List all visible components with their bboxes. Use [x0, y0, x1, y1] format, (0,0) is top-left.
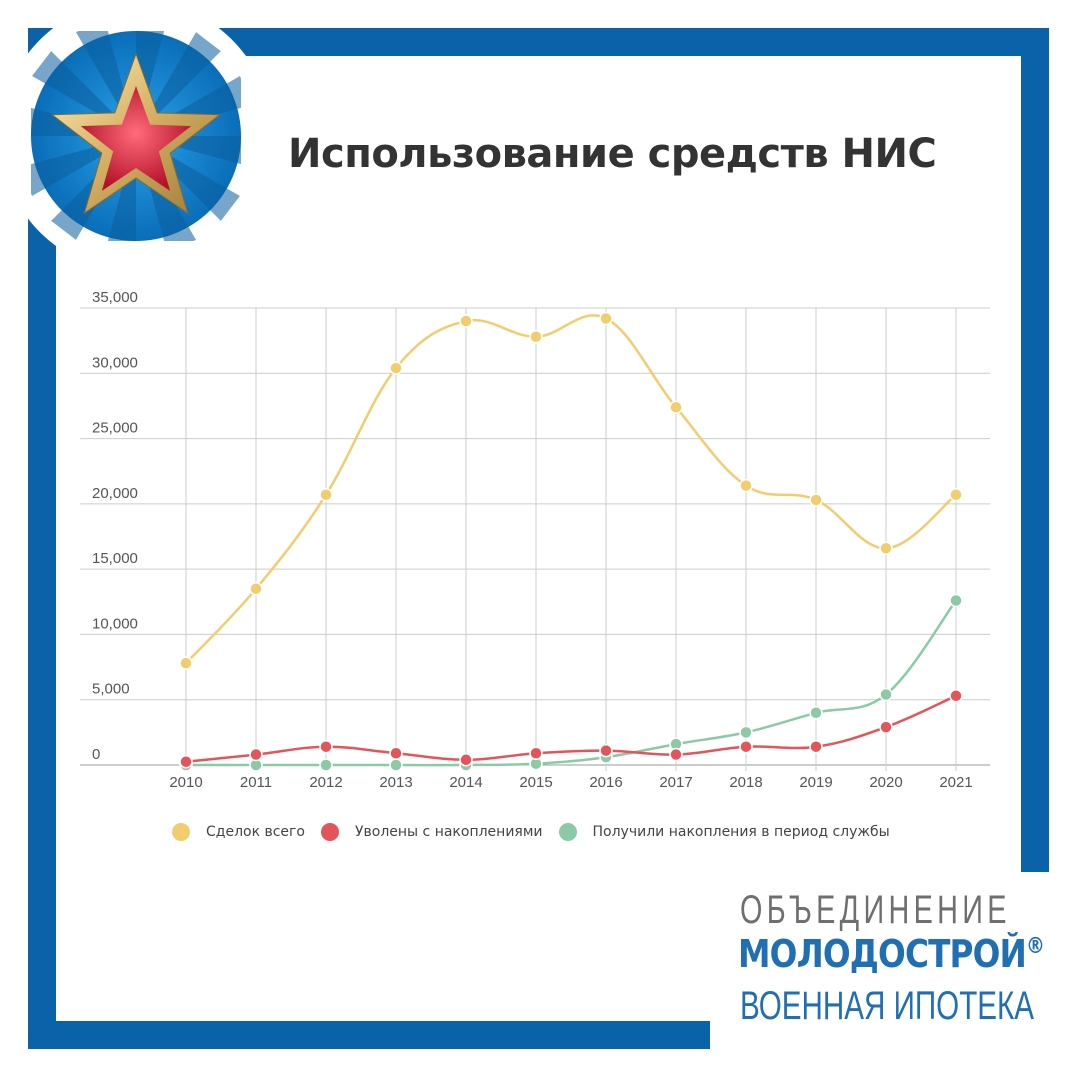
data-point-series-0 — [669, 400, 683, 414]
brand-line-1: ОБЪЕДИНЕНИЕ — [740, 888, 1011, 932]
y-tick-label: 20,000 — [92, 485, 138, 502]
legend-dot-total — [172, 823, 190, 841]
data-point-series-2 — [389, 758, 403, 772]
x-tick-label: 2016 — [589, 774, 622, 791]
x-tick-label: 2018 — [729, 774, 762, 791]
data-point-series-0 — [389, 361, 403, 375]
chart-legend: Сделок всего Уволены с накоплениями Полу… — [172, 818, 906, 846]
data-point-series-1 — [669, 747, 683, 762]
data-point-series-2 — [809, 706, 823, 720]
legend-dot-dismissed — [320, 823, 339, 841]
data-point-series-0 — [249, 581, 263, 596]
legend-dot-received — [558, 823, 577, 841]
data-point-series-1 — [949, 689, 963, 703]
x-tick-label: 2013 — [379, 774, 412, 791]
y-tick-label: 30,000 — [92, 354, 138, 371]
data-point-series-0 — [529, 329, 543, 344]
y-tick-label: 5,000 — [92, 681, 130, 698]
data-point-series-1 — [879, 720, 893, 734]
y-tick-label: 0 — [92, 746, 100, 763]
logo-ray — [136, 32, 221, 136]
x-tick-label: 2017 — [659, 774, 692, 791]
y-tick-label: 25,000 — [92, 420, 138, 437]
x-tick-label: 2015 — [519, 774, 552, 791]
series-line-1 — [185, 694, 957, 763]
data-point-series-1 — [319, 739, 333, 754]
data-point-series-0 — [459, 314, 473, 328]
data-point-series-1 — [459, 753, 473, 767]
brand-line-3: ВОЕННАЯ ИПОТЕКА — [740, 984, 1035, 1028]
x-tick-label: 2012 — [309, 774, 342, 791]
data-point-series-1 — [529, 746, 543, 760]
data-point-series-0 — [179, 656, 193, 670]
legend-label-dismissed: Уволены с накоплениями — [354, 824, 543, 840]
legend-item-total: Сделок всего — [172, 823, 305, 841]
legend-label-received: Получили накопления в период службы — [592, 824, 890, 840]
data-point-series-2 — [949, 593, 963, 608]
legend-item-dismissed: Уволены с накоплениями — [320, 823, 543, 841]
x-tick-label: 2014 — [449, 774, 482, 791]
data-point-series-0 — [949, 487, 963, 502]
data-point-series-0 — [879, 541, 893, 556]
logo-ray — [136, 136, 241, 165]
data-point-series-1 — [739, 739, 753, 754]
logo-area-background — [710, 872, 1080, 1080]
data-point-series-2 — [739, 725, 753, 740]
red-star-icon — [31, 31, 241, 241]
brand-line-2: МОЛОДОСТРОЙ® — [738, 932, 1045, 976]
data-point-series-1 — [599, 743, 613, 758]
logo-ray — [107, 136, 136, 241]
line-chart: 0 5,000 10,000 15,000 20,000 25,000 30,000 35,0… — [80, 289, 990, 791]
data-point-series-1 — [389, 746, 403, 760]
y-tick-label: 15,000 — [92, 550, 138, 567]
series-line-0 — [185, 314, 957, 665]
x-tick-label: 2010 — [169, 774, 202, 791]
data-point-series-0 — [319, 487, 333, 502]
brand-name: МОЛОДОСТРОЙ — [738, 932, 1027, 976]
registered-mark: ® — [1026, 934, 1045, 959]
data-point-series-1 — [249, 747, 263, 762]
y-tick-label: 35,000 — [92, 289, 138, 306]
data-point-series-1 — [809, 739, 823, 754]
legend-item-received: Получили накопления в период службы — [558, 823, 890, 841]
data-point-series-2 — [879, 687, 893, 702]
series-line-2 — [186, 599, 958, 767]
y-tick-label: 10,000 — [92, 615, 138, 632]
star-red-center — [80, 86, 192, 191]
data-point-series-1 — [179, 754, 193, 769]
x-tick-label: 2011 — [240, 774, 272, 791]
x-tick-label: 2020 — [869, 774, 902, 791]
x-tick-label: 2021 — [939, 774, 972, 791]
data-point-series-2 — [319, 758, 333, 772]
data-point-series-0 — [739, 478, 753, 493]
legend-label-total: Сделок всего — [206, 824, 305, 840]
x-tick-label: 2019 — [799, 774, 832, 791]
data-point-series-0 — [599, 311, 613, 326]
data-point-series-0 — [809, 493, 823, 507]
page-title: Использование средств НИС — [288, 131, 937, 177]
logo-ray — [136, 31, 165, 136]
